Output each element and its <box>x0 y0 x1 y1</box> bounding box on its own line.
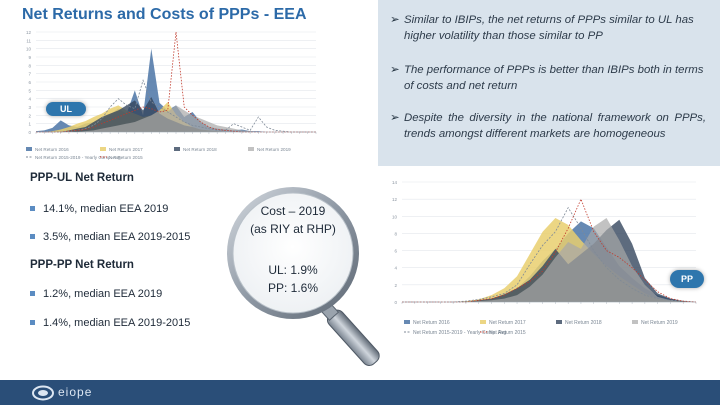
y-tick-label: 0 <box>394 300 397 305</box>
y-tick-label: 7 <box>28 72 31 77</box>
arrow-bullet-icon: ➢ <box>390 112 400 124</box>
y-tick-label: 4 <box>394 266 397 271</box>
pp-item-text: 1.2%, median EEA 2019 <box>43 288 163 300</box>
y-tick-label: 4 <box>28 97 31 102</box>
logo-text: eiope <box>58 385 93 399</box>
square-bullet-icon <box>30 233 35 239</box>
legend-swatch <box>248 147 254 151</box>
pp-chart-label: PP <box>670 270 704 288</box>
y-tick-label: 3 <box>28 105 31 110</box>
y-tick-label: 0 <box>28 130 31 135</box>
legend-label: Net Return 2018 <box>565 320 602 326</box>
legend-label: Net Return 2016 <box>413 320 450 326</box>
legend-label: Net Return 2015-2019 - Yearly Comp. Avg <box>35 155 121 160</box>
y-tick-label: 6 <box>28 80 31 85</box>
y-tick-label: 9 <box>28 55 31 60</box>
legend-swatch <box>174 147 180 151</box>
series-area <box>36 105 316 132</box>
pp-net-return-heading: PPP-PP Net Return <box>30 259 134 271</box>
eiopa-logo: eiope <box>32 384 122 402</box>
info-bullet-text: Similar to IBIPs, the net returns of PPP… <box>404 14 694 42</box>
cost-pp: PP: 1.6% <box>267 281 319 295</box>
y-tick-label: 2 <box>28 113 31 118</box>
arrow-bullet-icon: ➢ <box>390 14 400 26</box>
ul-item-1: 14.1%, median EEA 2019 <box>30 203 168 215</box>
ul-chart-label: UL <box>46 102 86 116</box>
legend-swatch <box>404 320 410 324</box>
info-bullet-3: ➢ Despite the diversity in the national … <box>390 110 706 142</box>
series-line <box>36 79 316 133</box>
slide-title: Net Returns and Costs of PPPs - EEA <box>22 6 307 23</box>
info-bullet-text: The performance of PPPs is better than I… <box>404 64 704 92</box>
y-tick-label: 8 <box>28 63 31 68</box>
square-bullet-icon <box>30 319 35 325</box>
cost-heading-line2: (as RIY at RHP) <box>250 222 336 236</box>
y-tick-label: 2 <box>394 283 397 288</box>
cost-ul: UL: 1.9% <box>268 263 318 277</box>
y-tick-label: 11 <box>26 38 31 43</box>
legend-label: Net Return 2015-2019 - Yearly Comp. Avg <box>413 330 507 336</box>
ul-net-return-heading: PPP-UL Net Return <box>30 172 134 184</box>
square-bullet-icon <box>30 205 35 211</box>
legend-label: Net Return 2017 <box>109 147 143 152</box>
footer-bar <box>0 380 720 405</box>
info-bullet-2: ➢ The performance of PPPs is better than… <box>390 62 706 94</box>
legend-label: Net Return 2017 <box>489 320 526 326</box>
y-tick-label: 10 <box>392 214 398 219</box>
legend-swatch <box>26 147 32 151</box>
ul-item-text: 14.1%, median EEA 2019 <box>43 203 169 215</box>
legend-swatch <box>480 320 486 324</box>
legend-label: Net Return 2016 <box>35 147 69 152</box>
cost-heading-line1: Cost – 2019 <box>260 204 326 218</box>
arrow-bullet-icon: ➢ <box>390 64 400 76</box>
y-tick-label: 12 <box>26 30 32 35</box>
pp-item-1: 1.2%, median EEA 2019 <box>30 288 162 300</box>
info-bullet-text: Despite the diversity in the national fr… <box>404 112 706 140</box>
legend-label: Net Return 2015 <box>109 155 143 160</box>
magnifier-icon <box>227 187 380 366</box>
pp-chart: 14 12 10 8 6 4 2 0 Net Return 2016 Net Return 201… <box>392 180 697 336</box>
y-tick-label: 5 <box>28 88 31 93</box>
series-area <box>36 97 316 132</box>
square-bullet-icon <box>30 290 35 296</box>
legend-label: Net Return 2019 <box>641 320 678 326</box>
legend-label: Net Return 2015 <box>489 330 526 336</box>
info-bullet-1: ➢ Similar to IBIPs, the net returns of P… <box>390 12 706 44</box>
legend-swatch <box>556 320 562 324</box>
pp-item-2: 1.4%, median EEA 2019-2015 <box>30 317 190 329</box>
legend-swatch <box>632 320 638 324</box>
series-area <box>402 218 696 302</box>
y-tick-label: 8 <box>394 231 397 236</box>
pp-item-text: 1.4%, median EEA 2019-2015 <box>43 317 191 329</box>
legend-label: Net Return 2018 <box>183 147 217 152</box>
y-tick-label: 14 <box>392 180 398 185</box>
logo-mark-icon <box>32 385 54 401</box>
ul-item-2: 3.5%, median EEA 2019-2015 <box>30 231 190 243</box>
y-tick-label: 10 <box>26 47 32 52</box>
y-tick-label: 6 <box>394 249 397 254</box>
y-tick-label: 12 <box>392 197 398 202</box>
info-box: ➢ Similar to IBIPs, the net returns of P… <box>378 0 720 166</box>
ul-item-text: 3.5%, median EEA 2019-2015 <box>43 231 191 243</box>
legend-swatch <box>100 147 106 151</box>
legend-label: Net Return 2019 <box>257 147 291 152</box>
y-tick-label: 1 <box>28 122 31 127</box>
